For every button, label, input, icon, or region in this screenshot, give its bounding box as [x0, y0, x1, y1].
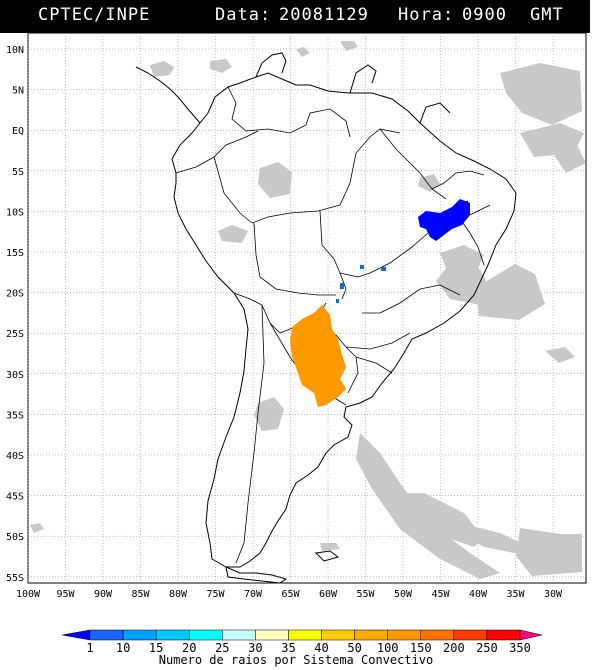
lon-label: 100W: [16, 589, 41, 600]
lat-label: 35S: [6, 410, 24, 421]
latitude-labels: 10N 5N EQ 5S 10S 15S 20S 25S 30S 35S 40S 45S 50S 55S: [6, 45, 24, 584]
colorbar-tick: 25: [215, 641, 229, 655]
map-header: CPTEC/INPE Data: 20081129 Hora: 0900 GMT: [0, 0, 590, 33]
lon-label: 65W: [281, 589, 300, 600]
lon-label: 85W: [131, 589, 150, 600]
colorbar-box: [288, 629, 322, 641]
lightning-map: 10N5NEQ5S10S15S20S25S30S35S40S45S50S55S …: [6, 33, 587, 600]
colorbar-tick: 30: [248, 641, 262, 655]
lat-label: 5S: [12, 167, 24, 178]
colorbar-box: [89, 629, 124, 641]
colorbar-box: [486, 629, 521, 641]
lat-label: 55S: [6, 573, 24, 584]
lon-label: 75W: [206, 589, 225, 600]
colorbar-box: [155, 629, 190, 641]
lon-label: 80W: [169, 589, 188, 600]
header-date-label: Data:: [215, 5, 272, 25]
colorbar-box: [420, 629, 455, 641]
lat-label: 20S: [6, 289, 24, 300]
colorbar-max-arrow: [519, 629, 543, 641]
lat-label: 10S: [6, 207, 24, 218]
header-org: CPTEC/INPE: [38, 5, 151, 25]
small-convective-cells: [336, 201, 468, 303]
colorbar-box: [387, 629, 422, 641]
lat-label: EQ: [12, 126, 24, 137]
lat-label: 50S: [6, 532, 24, 543]
colorbar-box: [453, 629, 488, 641]
lon-label: 90W: [94, 589, 113, 600]
colorbar-box: [188, 629, 223, 641]
colorbar-min-arrow: [61, 629, 91, 641]
colorbar-tick: 1: [86, 641, 93, 655]
colorbar-tick: 20: [182, 641, 196, 655]
lat-label: 40S: [6, 451, 24, 462]
colorbar-tick: 50: [347, 641, 361, 655]
lon-label: 70W: [244, 589, 263, 600]
colorbar: 1 10 15 20 25 30 35 40 50 100 150 200 250 350 Numero …: [61, 629, 543, 667]
colorbar-boxes: [61, 629, 543, 641]
colorbar-box: [354, 629, 388, 641]
colorbar-tick: 350: [509, 641, 531, 655]
colorbar-tick: 250: [476, 641, 498, 655]
colorbar-box: [321, 629, 355, 641]
lat-label: 15S: [6, 248, 24, 259]
lon-label: 95W: [56, 589, 75, 600]
colorbar-box: [122, 629, 157, 641]
cloud-cover: [30, 41, 586, 579]
lon-label: 60W: [319, 589, 338, 600]
convective-cell-blue: [418, 199, 470, 241]
coastlines: [135, 52, 517, 584]
colorbar-tick-labels: 1 10 15 20 25 30 35 40 50 100 150 200 250 350: [86, 641, 530, 655]
lat-label: 45S: [6, 492, 24, 503]
lat-label: 25S: [6, 329, 24, 340]
header-time-label: Hora:: [398, 5, 455, 25]
colorbar-box: [255, 629, 289, 641]
lat-label: 5N: [12, 86, 24, 97]
lat-label: 10N: [6, 45, 24, 56]
longitude-labels: 100W 95W 90W 85W 80W 75W 70W 65W 60W 55W 50W 45W 40W…: [16, 589, 563, 600]
colorbar-tick: 200: [443, 641, 465, 655]
colorbar-tick: 40: [314, 641, 328, 655]
lon-label: 30W: [544, 589, 563, 600]
colorbar-tick: 100: [377, 641, 399, 655]
colorbar-tick: 150: [410, 641, 432, 655]
header-tz: GMT: [530, 5, 564, 25]
lon-label: 55W: [356, 589, 375, 600]
lon-label: 45W: [431, 589, 450, 600]
header-date: 20081129: [279, 5, 369, 25]
colorbar-caption: Numero de raios por Sistema Convectivo: [159, 653, 434, 667]
lat-label: 30S: [6, 370, 24, 381]
colorbar-tick: 15: [149, 641, 163, 655]
lon-label: 35W: [506, 589, 525, 600]
colorbar-box: [222, 629, 256, 641]
colorbar-tick: 10: [116, 641, 130, 655]
convective-cell-orange: [290, 305, 346, 407]
header-time: 0900: [462, 5, 507, 25]
lon-label: 40W: [469, 589, 488, 600]
colorbar-tick: 35: [281, 641, 295, 655]
lon-label: 50W: [394, 589, 413, 600]
